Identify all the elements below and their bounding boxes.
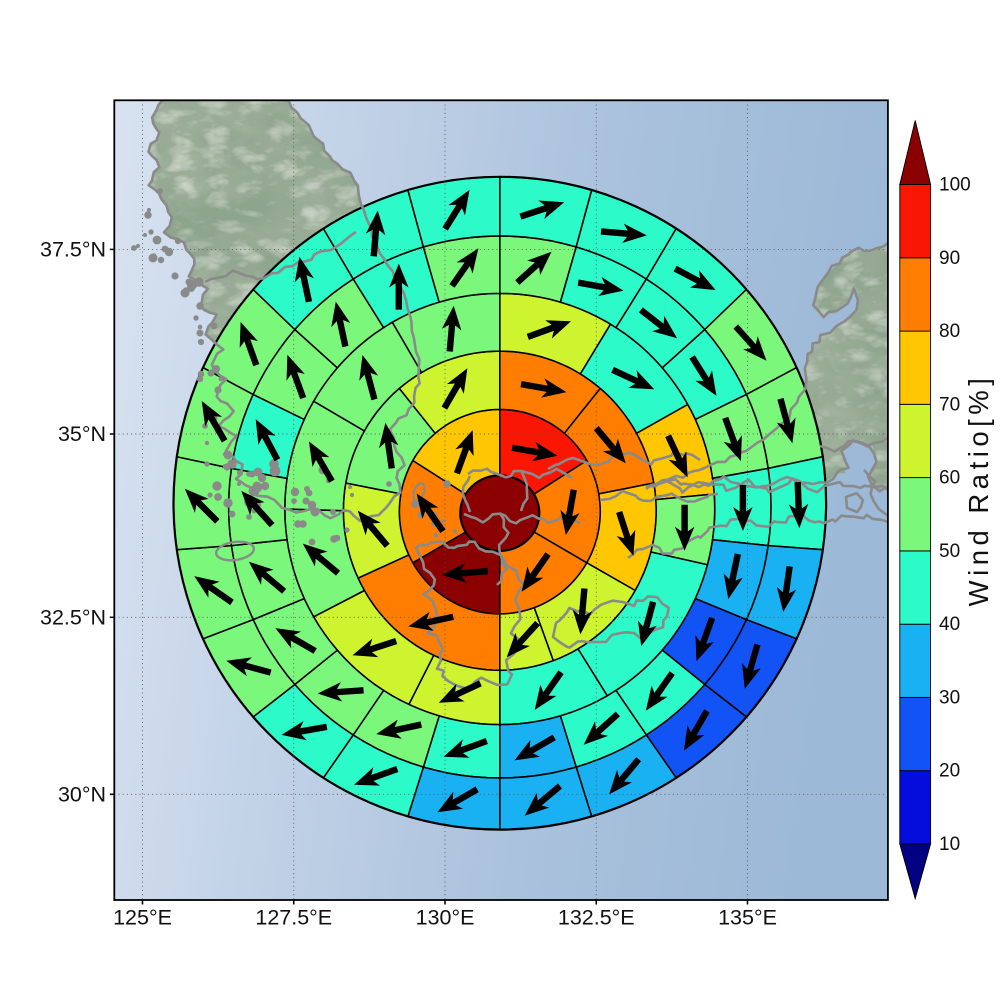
svg-text:90: 90: [939, 248, 960, 269]
svg-text:20: 20: [939, 761, 960, 782]
svg-text:125°E: 125°E: [113, 906, 172, 930]
svg-text:30°N: 30°N: [58, 782, 106, 806]
svg-text:135°E: 135°E: [718, 906, 777, 930]
svg-text:35°N: 35°N: [58, 422, 106, 446]
svg-text:132.5°E: 132.5°E: [558, 906, 635, 930]
svg-text:Wind Ratio[%]: Wind Ratio[%]: [963, 374, 994, 607]
svg-text:100: 100: [939, 175, 971, 196]
svg-text:37.5°N: 37.5°N: [40, 237, 106, 261]
svg-text:32.5°N: 32.5°N: [40, 605, 106, 629]
svg-text:80: 80: [939, 321, 960, 342]
svg-text:127.5°E: 127.5°E: [255, 906, 332, 930]
svg-text:130°E: 130°E: [416, 906, 475, 930]
svg-text:70: 70: [939, 394, 960, 415]
svg-text:50: 50: [939, 541, 960, 562]
svg-text:40: 40: [939, 614, 960, 635]
svg-text:60: 60: [939, 468, 960, 489]
svg-text:10: 10: [939, 834, 960, 855]
svg-text:30: 30: [939, 687, 960, 708]
